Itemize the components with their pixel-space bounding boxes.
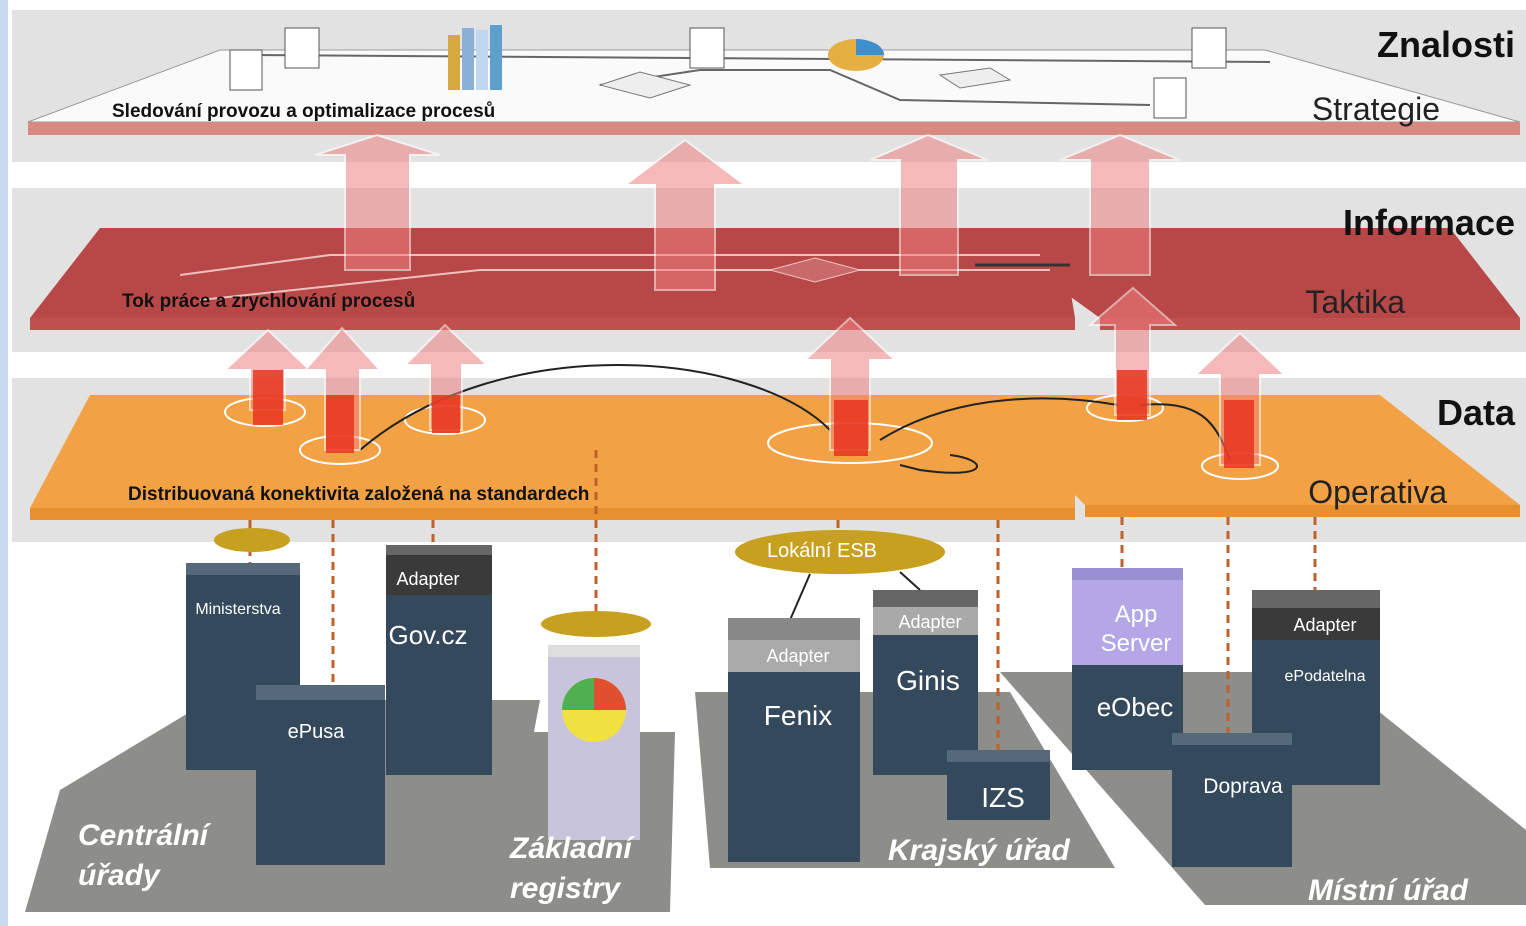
strategy-plane-part (230, 50, 262, 90)
layer-title: Data (1437, 392, 1516, 433)
system-label: ePusa (288, 721, 346, 743)
system-label: Doprava (1203, 775, 1283, 798)
background-part (0, 0, 8, 926)
operative-plane-part (30, 508, 1075, 520)
system-label: Gov.cz (389, 620, 468, 650)
strategy-plane-part (690, 28, 724, 68)
layer-caption: Distribuovaná konektivita založená na st… (128, 484, 589, 505)
esb-label: Lokální ESB (767, 540, 877, 562)
strategy-plane-part (448, 35, 460, 90)
operative-plane-part (1085, 505, 1520, 517)
systems-part (541, 611, 651, 637)
system-label: Ginis (896, 665, 960, 696)
systems-part (214, 528, 290, 552)
strategy-plane-part (490, 25, 502, 90)
systems-part (1172, 733, 1292, 745)
adapter-label: Adapter (396, 569, 459, 589)
zone-label: úřady (78, 859, 161, 892)
layer-subtitle: Operativa (1308, 474, 1447, 510)
arrows-part (326, 395, 354, 453)
system-label: eObec (1097, 692, 1174, 722)
systems-part (548, 645, 640, 840)
system-label: IZS (981, 782, 1025, 813)
strategy-plane-part (285, 28, 319, 68)
strategy-plane-part (462, 28, 474, 90)
arrows-part (432, 395, 460, 433)
zone-label: Centrální (78, 819, 212, 852)
zone-label: Základní (509, 832, 635, 865)
systems-part (256, 685, 385, 700)
systems-part (1072, 568, 1183, 582)
systems-part (728, 618, 860, 640)
zone-label: Místní úřad (1308, 874, 1469, 907)
adapter-label: Adapter (766, 646, 829, 666)
arrows-part (1224, 400, 1254, 468)
strategy-plane-part (1192, 28, 1226, 68)
system-label: Ministerstva (195, 601, 280, 618)
tactic-plane (30, 228, 1520, 330)
diagram: Sledování provozu a optimalizace procesů… (0, 0, 1526, 926)
systems-part (947, 750, 1050, 762)
layer-caption: Tok práce a zrychlování procesů (122, 291, 415, 312)
arrows-part (1117, 370, 1147, 420)
systems-part (186, 563, 300, 577)
strategy-plane-part (476, 30, 488, 90)
server-label: Server (1101, 630, 1172, 657)
zone-label: Krajský úřad (888, 834, 1070, 867)
systems-part (548, 645, 640, 657)
systems-part (1172, 745, 1292, 867)
tactic-plane-part (30, 318, 1075, 330)
layer-caption: Sledování provozu a optimalizace procesů (112, 101, 495, 122)
server-label: App (1115, 601, 1158, 628)
adapter-label: Adapter (898, 612, 961, 632)
arrows-part (253, 370, 283, 425)
zone-label: registry (510, 872, 621, 905)
system-label: Fenix (764, 700, 832, 731)
layer-title: Znalosti (1377, 24, 1515, 65)
layer-subtitle: Strategie (1312, 91, 1440, 127)
arrows-part (834, 400, 868, 456)
systems-part (873, 590, 978, 608)
layer-subtitle: Taktika (1305, 284, 1405, 320)
adapter-label: Adapter (1293, 615, 1356, 635)
strategy-plane-part (1154, 78, 1186, 118)
page: {"layers":[ {"title":"Znalosti","subtitl… (0, 0, 1526, 926)
systems-part (1252, 590, 1380, 608)
system-label: ePodatelna (1285, 668, 1366, 685)
strategy-plane-part (28, 122, 1520, 135)
layer-title: Informace (1343, 202, 1515, 243)
